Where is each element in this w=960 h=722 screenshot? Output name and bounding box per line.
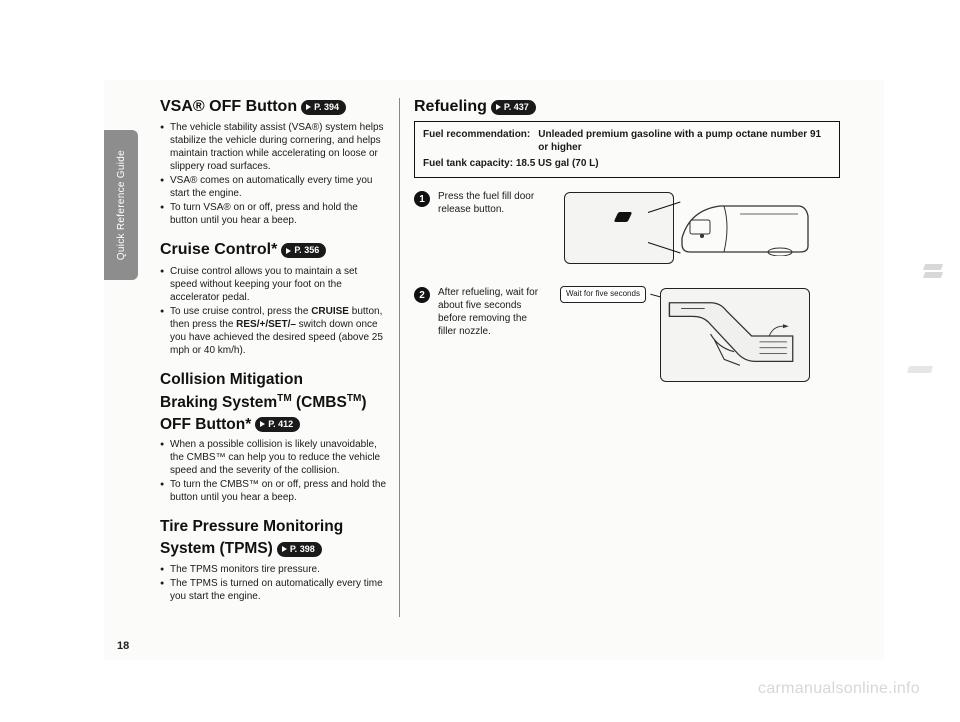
edge-thumb-marks	[924, 264, 942, 280]
fuel-rec-label: Fuel recommendation:	[423, 128, 530, 154]
heading-vsa-text: VSA® OFF Button	[160, 98, 297, 116]
page-ref-pill: P. 437	[491, 100, 536, 115]
edge-thumb-marks	[908, 366, 932, 373]
section-cmbs: Collision Mitigation Braking SystemTM (C…	[160, 371, 387, 505]
side-tab-label: Quick Reference Guide	[116, 150, 127, 260]
list-item: To use cruise control, press the CRUISE …	[160, 305, 387, 357]
page-ref-pill: P. 412	[255, 417, 300, 432]
side-tab: Quick Reference Guide	[104, 130, 138, 280]
heading-tpms-l1: Tire Pressure Monitoring	[160, 518, 387, 536]
page-ref-pill: P. 356	[281, 243, 326, 258]
section-tpms: Tire Pressure Monitoring System (TPMS) P…	[160, 518, 387, 603]
nozzle-panel	[660, 288, 810, 382]
step-2-text: After refueling, wait for about five sec…	[438, 286, 548, 386]
content-area: VSA® OFF Button P. 394 The vehicle stabi…	[160, 98, 860, 617]
fuel-cap-value: 18.5 US gal (70 L)	[516, 158, 599, 169]
tpms-bullets: The TPMS monitors tire pressure. The TPM…	[160, 563, 387, 603]
list-item: The vehicle stability assist (VSA®) syst…	[160, 121, 387, 173]
section-cruise: Cruise Control* P. 356 Cruise control al…	[160, 241, 387, 356]
wait-bubble: Wait for five seconds	[560, 286, 646, 302]
heading-cruise-text: Cruise Control*	[160, 241, 277, 259]
list-item: The TPMS is turned on automatically ever…	[160, 577, 387, 603]
fuel-door-button-illustration	[556, 190, 816, 268]
fuel-recommendation-row: Fuel recommendation: Unleaded premium ga…	[423, 128, 831, 154]
heading-refueling: Refueling P. 437	[414, 98, 840, 116]
heading-tpms: Tire Pressure Monitoring System (TPMS) P…	[160, 518, 387, 558]
section-vsa: VSA® OFF Button P. 394 The vehicle stabi…	[160, 98, 387, 227]
fuel-capacity-row: Fuel tank capacity: 18.5 US gal (70 L)	[423, 157, 831, 170]
car-rear-icon	[680, 196, 812, 256]
heading-cruise: Cruise Control* P. 356	[160, 241, 387, 259]
dash-panel	[564, 192, 674, 264]
page-number: 18	[117, 640, 129, 652]
fuel-nozzle-illustration: Wait for five seconds	[556, 286, 816, 386]
heading-tpms-l2: System (TPMS)	[160, 540, 273, 558]
heading-cmbs: Collision Mitigation Braking SystemTM (C…	[160, 371, 387, 434]
step-badge-icon: 1	[414, 191, 430, 207]
watermark-text: carmanualsonline.info	[758, 680, 920, 698]
step-badge-icon: 2	[414, 287, 430, 303]
list-item: To turn the CMBS™ on or off, press and h…	[160, 478, 387, 504]
heading-cmbs-l3: OFF Button*	[160, 416, 251, 434]
fuel-rec-value: Unleaded premium gasoline with a pump oc…	[538, 128, 831, 154]
list-item: To turn VSA® on or off, press and hold t…	[160, 201, 387, 227]
right-column: Refueling P. 437 Fuel recommendation: Un…	[400, 98, 840, 617]
cruise-bullets: Cruise control allows you to maintain a …	[160, 265, 387, 357]
left-column: VSA® OFF Button P. 394 The vehicle stabi…	[160, 98, 400, 617]
list-item: Cruise control allows you to maintain a …	[160, 265, 387, 304]
fuel-info-box: Fuel recommendation: Unleaded premium ga…	[414, 121, 840, 178]
list-item: The TPMS monitors tire pressure.	[160, 563, 387, 576]
list-item: When a possible collision is likely unav…	[160, 438, 387, 477]
step-1: 1 Press the fuel fill door release butto…	[414, 190, 840, 268]
heading-cmbs-l2: Braking SystemTM (CMBSTM)	[160, 393, 387, 412]
step-2-illustration: Wait for five seconds	[556, 286, 840, 386]
fuel-cap-label: Fuel tank capacity:	[423, 158, 516, 169]
cmbs-bullets: When a possible collision is likely unav…	[160, 438, 387, 504]
list-item: VSA® comes on automatically every time y…	[160, 174, 387, 200]
heading-refueling-text: Refueling	[414, 98, 487, 116]
heading-cmbs-l1: Collision Mitigation	[160, 371, 387, 389]
step-2: 2 After refueling, wait for about five s…	[414, 286, 840, 386]
page-ref-pill: P. 398	[277, 542, 322, 557]
step-1-text: Press the fuel fill door release button.	[438, 190, 548, 268]
step-1-illustration	[556, 190, 840, 268]
page-ref-pill: P. 394	[301, 100, 346, 115]
vsa-bullets: The vehicle stability assist (VSA®) syst…	[160, 121, 387, 227]
heading-vsa: VSA® OFF Button P. 394	[160, 98, 387, 116]
